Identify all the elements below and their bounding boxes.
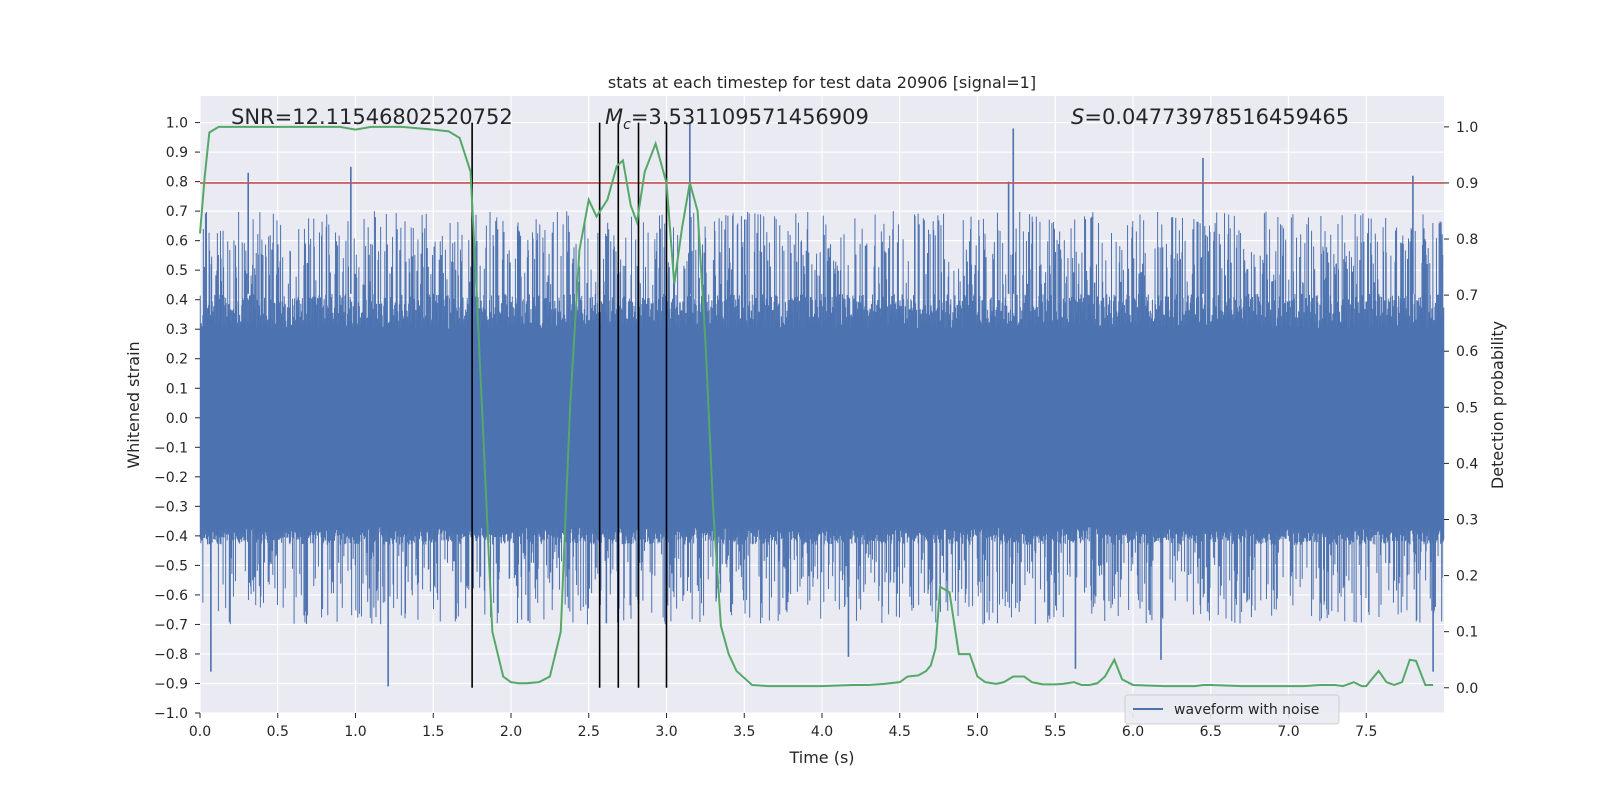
y-tick-label-13: 0.3 bbox=[166, 322, 188, 338]
x-tick-label-8: 4.0 bbox=[811, 724, 833, 740]
y2-tick-label-1: 0.1 bbox=[1456, 625, 1478, 641]
chart-title: stats at each timestep for test data 209… bbox=[608, 73, 1036, 92]
y-tick-label-19: 0.9 bbox=[166, 145, 188, 161]
y2-tick-label-3: 0.3 bbox=[1456, 512, 1478, 528]
y-tick-label-11: 0.1 bbox=[166, 381, 188, 397]
y2-tick-label-4: 0.4 bbox=[1456, 456, 1478, 472]
chirp-mass-annotation: Mc=3.531109571456909 bbox=[605, 105, 869, 133]
y2-tick-label-2: 0.2 bbox=[1456, 569, 1478, 585]
legend-label: waveform with noise bbox=[1174, 702, 1319, 718]
x-tick-label-3: 1.5 bbox=[422, 724, 444, 740]
legend: waveform with noise bbox=[1124, 694, 1340, 725]
y-tick-label-8: −0.2 bbox=[154, 470, 188, 486]
y-tick-label-14: 0.4 bbox=[166, 293, 188, 309]
y-tick-label-15: 0.5 bbox=[166, 263, 188, 279]
y2-tick-label-6: 0.6 bbox=[1456, 344, 1478, 360]
x-tick-label-9: 4.5 bbox=[889, 724, 911, 740]
y-tick-label-17: 0.7 bbox=[166, 204, 188, 220]
x-tick-label-11: 5.5 bbox=[1044, 724, 1066, 740]
x-tick-label-5: 2.5 bbox=[578, 724, 600, 740]
waveform-series bbox=[199, 122, 1445, 687]
x-tick-label-6: 3.0 bbox=[655, 724, 677, 740]
y-tick-label-5: −0.5 bbox=[154, 558, 188, 574]
legend-box bbox=[1124, 694, 1340, 725]
y2-tick-label-8: 0.8 bbox=[1456, 232, 1478, 248]
y-tick-label-7: −0.3 bbox=[154, 499, 188, 515]
s-annotation: S=0.04773978516459465 bbox=[1071, 105, 1349, 129]
x-tick-label-15: 7.5 bbox=[1355, 724, 1377, 740]
y-tick-label-6: −0.4 bbox=[154, 529, 188, 545]
probability-line bbox=[199, 125, 1434, 688]
y-tick-label-0: −1.0 bbox=[154, 706, 188, 722]
y2-tick-label-5: 0.5 bbox=[1456, 400, 1478, 416]
x-tick-label-10: 5.0 bbox=[966, 724, 988, 740]
y-tick-label-12: 0.2 bbox=[166, 352, 188, 368]
x-tick-label-12: 6.0 bbox=[1122, 724, 1144, 740]
waveform-noise-trace bbox=[199, 211, 1445, 625]
y2-axis-label: Detection probability bbox=[1488, 321, 1507, 489]
x-axis-label: Time (s) bbox=[788, 748, 854, 767]
y-tick-label-18: 0.8 bbox=[166, 175, 188, 191]
y2-axis-ticks: 0.0 0.1 0.2 0.3 0.4 0.5 0.6 0.7 0.8 0.9 1.0 bbox=[1444, 120, 1478, 697]
chirp-mass-symbol: M bbox=[605, 105, 623, 129]
probability-layer bbox=[199, 125, 1434, 688]
y-tick-label-4: −0.6 bbox=[154, 588, 188, 604]
y2-tick-label-0: 0.0 bbox=[1456, 681, 1478, 697]
x-tick-label-1: 0.5 bbox=[267, 724, 289, 740]
s-symbol: S bbox=[1071, 105, 1084, 129]
y-tick-label-2: −0.8 bbox=[154, 647, 188, 663]
y-tick-label-16: 0.6 bbox=[166, 234, 188, 250]
y-axis-label: Whitened strain bbox=[124, 341, 143, 468]
x-axis-ticks: 0.0 0.5 1.0 1.5 2.0 2.5 3.0 3.5 4.0 4.5 5.0 5.5 6.0 6… bbox=[189, 713, 1377, 740]
y-axis-ticks: −1.0 −0.9 −0.8 −0.7 −0.6 −0.5 −0.4 −0.3 −0.2 −0.1… bbox=[154, 116, 200, 722]
x-tick-label-4: 2.0 bbox=[500, 724, 522, 740]
x-tick-label-0: 0.0 bbox=[189, 724, 211, 740]
x-tick-label-2: 1.0 bbox=[344, 724, 366, 740]
y2-tick-label-9: 0.9 bbox=[1456, 176, 1478, 192]
s-value: =0.04773978516459465 bbox=[1084, 105, 1349, 129]
x-tick-label-14: 7.0 bbox=[1277, 724, 1299, 740]
chirp-mass-subscript: c bbox=[623, 117, 631, 133]
chirp-mass-value: =3.531109571456909 bbox=[631, 105, 869, 129]
y-tick-label-9: −0.1 bbox=[154, 440, 188, 456]
snr-annotation: SNR=12.11546802520752 bbox=[231, 105, 513, 129]
x-tick-label-7: 3.5 bbox=[733, 724, 755, 740]
y-tick-label-3: −0.7 bbox=[154, 617, 188, 633]
y-tick-label-1: −0.9 bbox=[154, 676, 188, 692]
y2-tick-label-7: 0.7 bbox=[1456, 288, 1478, 304]
y2-tick-label-10: 1.0 bbox=[1456, 120, 1478, 136]
y-tick-label-10: 0.0 bbox=[166, 411, 188, 427]
y-tick-label-20: 1.0 bbox=[166, 116, 188, 132]
x-tick-label-13: 6.5 bbox=[1200, 724, 1222, 740]
